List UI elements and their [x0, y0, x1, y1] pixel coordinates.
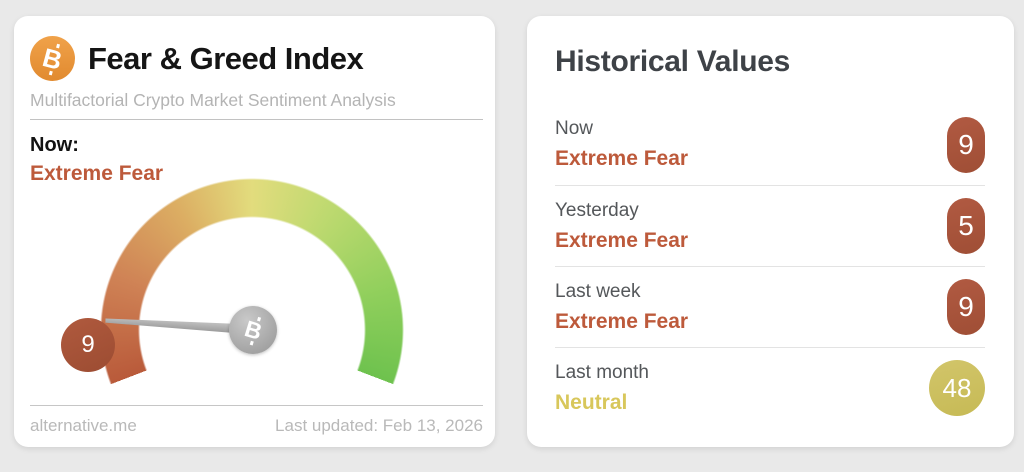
- historical-rows: Now Extreme Fear 9 Yesterday Extreme Fea…: [555, 104, 985, 428]
- card-header: B Fear & Greed Index: [14, 16, 495, 81]
- page-title: Fear & Greed Index: [88, 40, 364, 76]
- history-row-last-month: Last month Neutral 48: [555, 347, 985, 428]
- history-row-label: Now: [555, 118, 594, 139]
- now-label: Now:: [30, 134, 79, 156]
- history-row-yesterday: Yesterday Extreme Fear 5: [555, 185, 985, 266]
- history-row-classification: Neutral: [555, 390, 628, 414]
- score-badge: 9: [947, 116, 985, 173]
- bitcoin-hub-icon: B: [229, 306, 277, 354]
- history-row-label: Last week: [555, 280, 641, 302]
- bitcoin-b-glyph: B: [39, 41, 66, 76]
- historical-values-card: Historical Values Now Extreme Fear 9 Yes…: [527, 16, 1014, 447]
- card-subtitle: Multifactorial Crypto Market Sentiment A…: [30, 90, 396, 110]
- bitcoin-b-glyph: B: [241, 314, 265, 345]
- history-row-text: Last month Neutral: [555, 362, 649, 415]
- history-row-text: Yesterday Extreme Fear: [555, 200, 688, 253]
- score-badge: 48: [929, 360, 985, 416]
- historical-values-title: Historical Values: [555, 45, 791, 78]
- history-row-text: Last week Extreme Fear: [555, 281, 688, 334]
- history-row-label: Yesterday: [555, 199, 639, 221]
- fear-greed-card: B Fear & Greed Index Multifactorial Cryp…: [14, 16, 495, 472]
- now-classification: Extreme Fear: [30, 162, 164, 185]
- bitcoin-icon: B: [30, 36, 75, 81]
- source-link[interactable]: alternative.me: [30, 416, 137, 435]
- history-row-last-week: Last week Extreme Fear 9: [555, 266, 985, 347]
- history-row-classification: Extreme Fear: [555, 228, 689, 252]
- history-row-classification: Extreme Fear: [555, 147, 689, 170]
- history-row-label: Last month: [555, 361, 649, 383]
- card-footer: alternative.me Last updated: Feb 13, 202…: [30, 405, 483, 436]
- history-row-now: Now Extreme Fear 9: [555, 104, 985, 185]
- score-badge: 9: [947, 279, 985, 335]
- header-divider: [30, 119, 483, 120]
- last-updated-label: Last updated: Feb 13, 2026: [275, 416, 483, 435]
- history-row-classification: Extreme Fear: [555, 309, 689, 333]
- score-badge: 5: [947, 198, 985, 254]
- history-row-text: Now Extreme Fear: [555, 118, 688, 171]
- gauge-value-badge: 9: [61, 318, 115, 372]
